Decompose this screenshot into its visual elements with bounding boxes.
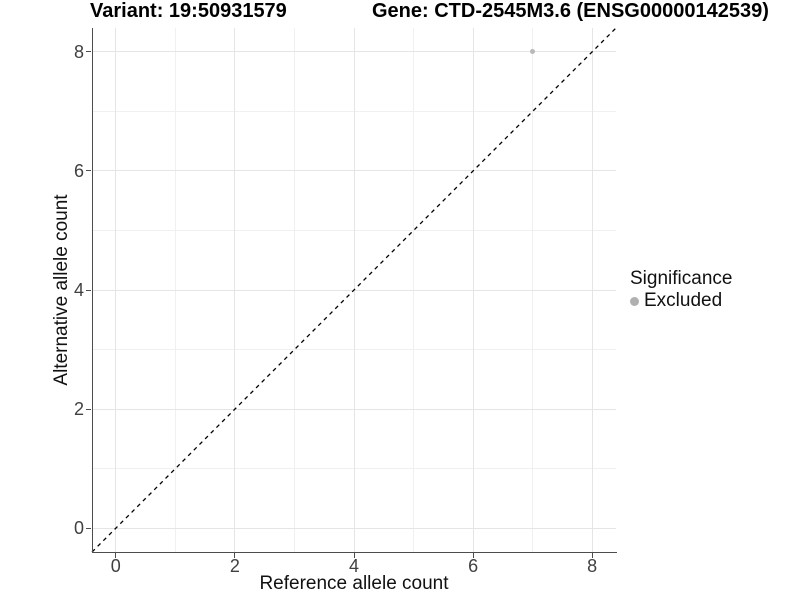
data-point [530, 49, 536, 55]
x-tick-mark [472, 553, 474, 558]
x-tick-label: 0 [110, 556, 121, 576]
x-tick-mark [591, 553, 593, 558]
y-tick-label: 4 [73, 280, 84, 300]
legend-key-dot-icon [630, 296, 639, 306]
x-tick-mark [115, 553, 117, 558]
plot-panel [91, 27, 617, 553]
legend: Significance Excluded [630, 267, 732, 311]
x-tick-label: 4 [348, 556, 359, 576]
gene-title: Gene: CTD-2545M3.6 (ENSG00000142539) [372, 0, 769, 22]
grid-major-horizontal [92, 170, 616, 172]
y-tick-label: 8 [73, 41, 84, 62]
identity-dashed-line [91, 27, 617, 553]
x-axis-line [92, 552, 617, 553]
variant-title: Variant: 19:50931579 [90, 0, 287, 22]
grid-major-horizontal [92, 408, 616, 410]
x-tick-mark [353, 553, 355, 558]
y-tick-mark [86, 170, 91, 172]
y-axis-line [92, 28, 93, 553]
x-axis-title: Reference allele count [259, 573, 449, 594]
y-tick-label: 6 [73, 160, 84, 181]
y-tick-label: 0 [73, 518, 84, 539]
y-tick-mark [86, 289, 91, 291]
y-tick-label: 2 [73, 399, 84, 420]
y-tick-mark [86, 51, 91, 53]
legend-item-excluded: Excluded [630, 291, 732, 311]
x-tick-label: 8 [587, 556, 598, 576]
y-tick-mark [86, 527, 91, 529]
grid-major-horizontal [92, 51, 616, 53]
y-tick-mark [86, 408, 91, 410]
legend-title: Significance [630, 268, 733, 289]
x-tick-label: 6 [468, 556, 479, 576]
x-tick-label: 2 [229, 556, 240, 576]
legend-item-label: Excluded [644, 290, 723, 311]
grid-major-horizontal [92, 527, 616, 529]
x-tick-mark [234, 553, 236, 558]
